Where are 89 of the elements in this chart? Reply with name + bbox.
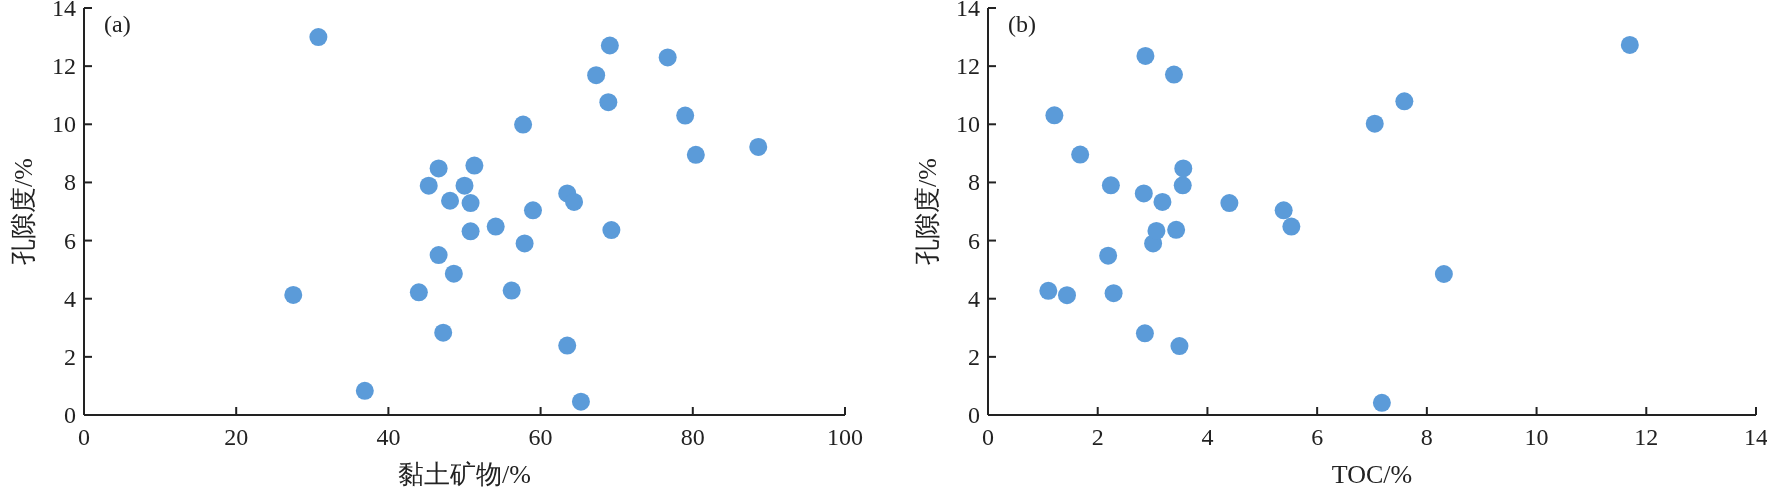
point <box>465 156 484 175</box>
x-tick-label: 80 <box>680 424 705 450</box>
y-tick-label: 14 <box>956 0 980 21</box>
x-tick-label: 4 <box>1201 424 1214 450</box>
y-tick-label: 2 <box>64 343 76 370</box>
y-tick-label: 4 <box>968 285 980 312</box>
point <box>1057 286 1076 305</box>
point <box>409 283 428 302</box>
point <box>558 336 577 355</box>
point <box>1164 65 1183 84</box>
point <box>515 234 534 253</box>
point <box>1039 281 1058 300</box>
chart-title: (b) <box>1008 11 1036 37</box>
point <box>600 36 619 55</box>
point <box>444 264 463 283</box>
point <box>1153 192 1172 211</box>
y-tick-label: 6 <box>968 227 980 254</box>
point <box>1136 46 1155 65</box>
point <box>461 194 480 213</box>
point <box>565 192 584 211</box>
point <box>441 191 460 210</box>
point <box>1167 220 1186 239</box>
point <box>502 281 521 300</box>
point <box>1104 284 1123 303</box>
point <box>1620 35 1639 54</box>
x-tick-label: 60 <box>528 424 553 450</box>
y-tick-label: 10 <box>52 111 76 138</box>
y-axis-title: 孔隙度/% <box>913 158 942 265</box>
point <box>514 115 533 134</box>
x-tick-label: 12 <box>1634 424 1659 450</box>
x-tick-label: 10 <box>1524 424 1549 450</box>
y-axis-title: 孔隙度/% <box>9 158 38 265</box>
point <box>587 66 606 85</box>
y-tick-label: 0 <box>968 402 980 428</box>
point <box>1372 393 1391 412</box>
x-tick-label: 2 <box>1091 424 1104 450</box>
point <box>1071 145 1090 164</box>
point <box>686 145 705 164</box>
y-tick-label: 8 <box>968 169 980 196</box>
point <box>599 93 618 112</box>
point <box>571 392 590 411</box>
point <box>1045 106 1064 125</box>
y-tick-label: 12 <box>52 53 76 80</box>
point <box>1135 324 1154 343</box>
y-tick-label: 4 <box>64 285 76 312</box>
point <box>602 221 621 240</box>
point <box>284 285 303 304</box>
point <box>658 48 677 67</box>
point <box>1220 194 1239 213</box>
y-tick-label: 6 <box>64 227 76 254</box>
point <box>429 246 448 265</box>
point <box>749 137 768 156</box>
y-tick-label: 12 <box>956 53 980 80</box>
point <box>676 106 695 125</box>
point <box>1282 217 1301 236</box>
x-axis-title: TOC/% <box>1331 460 1413 489</box>
chart-title: (a) <box>104 11 131 37</box>
y-tick-label: 14 <box>52 0 76 21</box>
point <box>355 381 374 400</box>
y-tick-label: 2 <box>968 343 980 370</box>
point <box>429 159 448 178</box>
x-tick-label: 8 <box>1420 424 1433 450</box>
x-tick-label: 100 <box>827 424 863 450</box>
x-tick-label: 20 <box>224 424 249 450</box>
point <box>455 176 474 195</box>
point <box>1274 201 1293 220</box>
point <box>419 176 438 195</box>
point <box>1174 159 1193 178</box>
y-tick-label: 0 <box>64 402 76 428</box>
point <box>309 28 328 47</box>
point <box>1134 184 1153 203</box>
point <box>1147 221 1166 240</box>
point <box>1365 114 1384 133</box>
y-tick-label: 10 <box>956 111 980 138</box>
x-axis-title: 黏土矿物/% <box>398 460 531 489</box>
point <box>1434 265 1453 283</box>
point <box>434 323 453 342</box>
x-tick-label: 14 <box>1744 424 1767 450</box>
x-tick-label: 6 <box>1311 424 1324 450</box>
point <box>1170 337 1189 356</box>
y-tick-label: 8 <box>64 169 76 196</box>
point <box>1395 92 1414 111</box>
point <box>486 217 505 236</box>
point <box>523 201 542 220</box>
x-tick-label: 40 <box>376 424 401 450</box>
point <box>1099 246 1118 265</box>
point <box>1101 176 1120 195</box>
point <box>461 222 480 241</box>
point <box>1173 176 1192 195</box>
